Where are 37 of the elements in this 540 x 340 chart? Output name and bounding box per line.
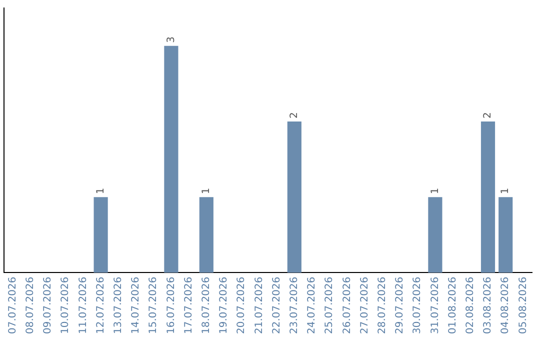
x-tick-label: 27.07.2026 xyxy=(359,276,370,334)
x-tick-label: 03.08.2026 xyxy=(482,276,494,334)
data-label: 1 xyxy=(430,188,441,194)
x-tick-label: 15.07.2026 xyxy=(148,276,160,334)
x-tick-label: 22.07.2026 xyxy=(271,276,282,334)
x-tick-label: 17.07.2026 xyxy=(183,276,194,334)
x-tick-label: 10.07.2026 xyxy=(60,276,72,334)
x-tick-label: 12.07.2026 xyxy=(95,276,106,334)
x-tick-label: 14.07.2026 xyxy=(130,276,142,334)
x-tick-label: 31.07.2026 xyxy=(430,276,441,334)
x-tick-label: 16.07.2026 xyxy=(166,276,177,334)
data-label: 2 xyxy=(288,112,300,118)
x-tick-label: 25.07.2026 xyxy=(324,276,336,334)
x-tick-label: 05.08.2026 xyxy=(518,276,529,334)
x-tick-label: 23.07.2026 xyxy=(288,276,300,334)
x-tick-label: 21.07.2026 xyxy=(254,276,265,334)
x-tick-label: 19.07.2026 xyxy=(218,276,230,334)
x-tick-label: 24.07.2026 xyxy=(306,276,318,334)
data-label: 1 xyxy=(200,188,212,194)
x-tick-label: 13.07.2026 xyxy=(112,276,124,334)
data-label: 1 xyxy=(95,188,106,194)
x-tick-label: 09.07.2026 xyxy=(42,276,54,334)
x-tick-label: 18.07.2026 xyxy=(200,276,212,334)
data-label: 1 xyxy=(500,188,512,194)
x-tick-label: 07.07.2026 xyxy=(7,276,18,334)
x-tick-label: 02.08.2026 xyxy=(464,276,476,334)
data-label: 3 xyxy=(166,36,177,43)
x-tick-label: 11.07.2026 xyxy=(78,276,89,334)
x-tick-label: 20.07.2026 xyxy=(236,276,248,334)
x-tick-label: 01.08.2026 xyxy=(447,276,458,334)
x-tick-label: 26.07.2026 xyxy=(342,276,353,334)
x-tick-label: 08.07.2026 xyxy=(24,276,36,334)
data-label: 2 xyxy=(482,112,494,118)
x-tick-label: 04.08.2026 xyxy=(500,276,512,334)
x-tick-label: 29.07.2026 xyxy=(394,276,406,334)
x-tick-label: 30.07.2026 xyxy=(412,276,424,334)
x-tick-label: 28.07.2026 xyxy=(376,276,388,334)
